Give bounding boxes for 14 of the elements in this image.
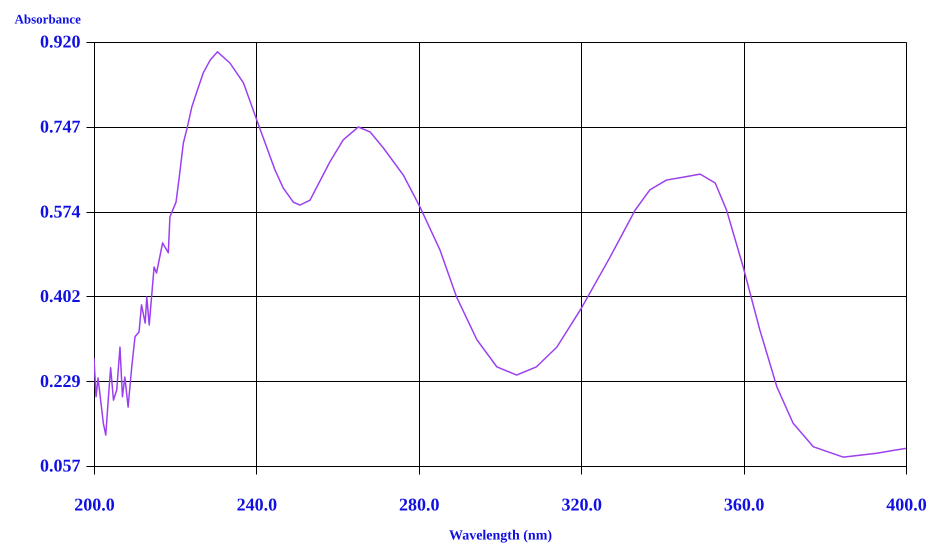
y-tick-label: 0.402 <box>40 286 80 306</box>
x-axis-title: Wavelength (nm) <box>448 528 552 544</box>
x-tick-label: 320.0 <box>561 494 602 514</box>
x-tick-label: 200.0 <box>74 494 115 514</box>
y-tick-label: 0.057 <box>40 456 80 476</box>
x-tick-label: 280.0 <box>399 494 440 514</box>
y-tick-label: 0.747 <box>40 116 80 136</box>
y-axis-title: Absorbance <box>14 12 82 26</box>
x-tick-label: 400.0 <box>886 494 927 514</box>
x-tick-label: 360.0 <box>724 494 764 514</box>
y-tick-label: 0.229 <box>40 370 80 391</box>
y-tick-label: 0.574 <box>40 201 80 222</box>
y-tick-label: 0.920 <box>40 32 80 52</box>
x-tick-label: 240.0 <box>236 494 278 514</box>
